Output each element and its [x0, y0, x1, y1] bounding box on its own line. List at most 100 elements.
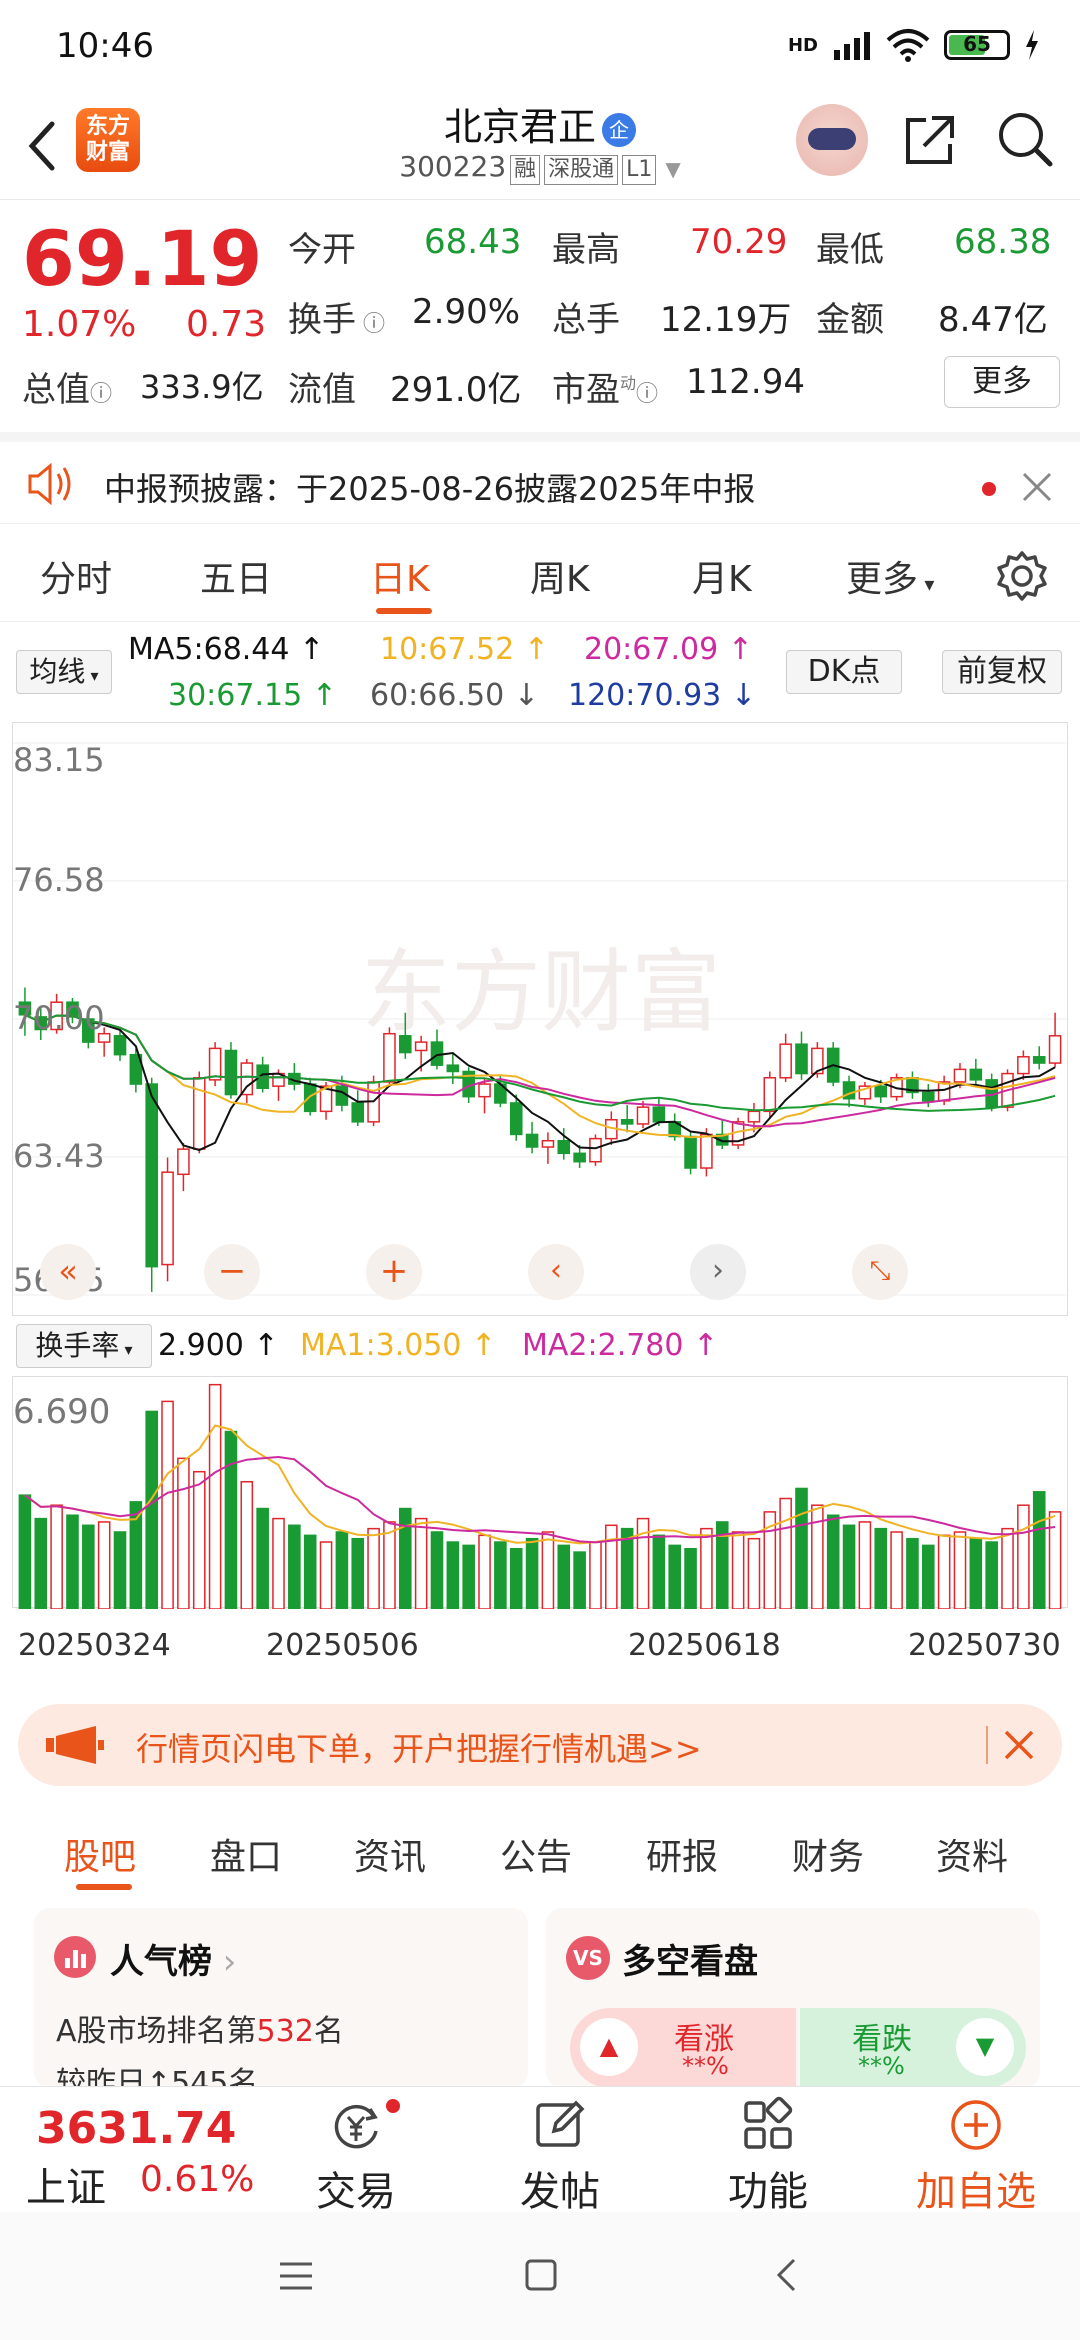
y-tick-label: 76.58	[13, 861, 105, 899]
tab-news[interactable]: 资讯	[354, 1837, 427, 1878]
enterprise-badge: 企	[602, 112, 636, 147]
turnover-bar	[668, 1544, 682, 1610]
turnover-bar	[82, 1524, 95, 1610]
turnover-bar	[97, 1521, 111, 1610]
candle-body	[874, 1085, 888, 1098]
turnover-bar	[858, 1521, 872, 1610]
turnover-bar	[177, 1457, 190, 1610]
turnover-bar	[779, 1497, 792, 1610]
search-icon[interactable]	[994, 108, 1056, 170]
tab-pankou[interactable]: 盘口	[210, 1837, 283, 1878]
jump-start-button[interactable]: «	[40, 1244, 96, 1300]
scroll-right-button[interactable]: ›	[690, 1244, 746, 1300]
bottom-toolbar: 3631.74 上证 0.61% 交易 发帖 功能 加自选	[0, 2086, 1080, 2215]
promo-banner[interactable]: 行情页闪电下单，开户把握行情机遇>>	[18, 1704, 1062, 1786]
tab-profile[interactable]: 资料	[936, 1837, 1009, 1878]
promo-close-icon[interactable]	[1002, 1728, 1036, 1762]
tag-level: L1	[622, 155, 657, 185]
tab-intraday[interactable]: 分时	[40, 559, 113, 600]
candle-body	[319, 1085, 333, 1113]
turnover-bar	[890, 1531, 903, 1610]
chart-watermark: 东方财富	[361, 940, 721, 1045]
turnover-bar	[1017, 1504, 1030, 1610]
share-icon[interactable]	[900, 110, 960, 170]
zoom-out-button[interactable]: −	[204, 1244, 260, 1300]
turnover-bar	[985, 1541, 998, 1610]
scroll-left-button[interactable]: ‹	[528, 1244, 584, 1300]
trade-button[interactable]: 交易	[286, 2095, 426, 2215]
chevron-down-icon[interactable]: ▼	[665, 157, 681, 181]
turnover-bar	[826, 1514, 840, 1610]
popularity-card[interactable]: 人气榜 › A股市场排名第532名 较昨日↑545名	[34, 1908, 528, 2088]
menu-icon[interactable]	[278, 2260, 314, 2292]
bull-bear-card[interactable]: VS 多空看盘 ▲ 看涨 **% 看跌 **% ▼	[546, 1908, 1040, 2088]
candle-body	[414, 1041, 428, 1052]
turnover-bar	[921, 1544, 935, 1610]
candle-body	[303, 1083, 317, 1113]
turnover-bar	[414, 1517, 428, 1610]
tab-research[interactable]: 研报	[646, 1837, 719, 1878]
candle-body	[1032, 1056, 1046, 1064]
add-watchlist-button[interactable]: 加自选	[906, 2095, 1046, 2215]
bear-button[interactable]: 看跌 **% ▼	[800, 2008, 1026, 2088]
home-icon[interactable]	[524, 2258, 558, 2292]
market-cap-label: 总值ⓘ	[22, 370, 113, 410]
index-name[interactable]: 上证	[26, 2165, 106, 2211]
dk-point-button[interactable]: DK点	[786, 650, 902, 694]
candle-body	[969, 1068, 983, 1081]
notice-text: 中报预披露：于2025-08-26披露2025年中报	[104, 470, 756, 508]
active-tab-indicator	[376, 608, 432, 614]
high-label: 最高	[552, 230, 620, 270]
turnover-bar	[906, 1537, 919, 1610]
turnover-value: 2.90%	[412, 292, 521, 332]
tab-daily-k[interactable]: 日K	[370, 559, 430, 600]
bull-button[interactable]: ▲ 看涨 **%	[570, 2008, 796, 2088]
tab-announcements[interactable]: 公告	[500, 1837, 573, 1878]
sub-indicator-selector[interactable]: 换手率 ▾	[16, 1324, 152, 1368]
more-quote-button[interactable]: 更多	[944, 356, 1060, 408]
candle-body	[224, 1049, 238, 1096]
notice-bar[interactable]: 中报预披露：于2025-08-26披露2025年中报	[0, 432, 1080, 524]
turnover-ma1-label: MA1:3.050 ↑	[300, 1328, 497, 1363]
bull-arrow-icon: ▲	[580, 2018, 638, 2076]
index-value[interactable]: 3631.74	[36, 2103, 237, 2154]
functions-button[interactable]: 功能	[698, 2095, 838, 2215]
tab-monthly-k[interactable]: 月K	[692, 559, 752, 600]
turnover-chart[interactable]: 6.690	[12, 1376, 1068, 1610]
nav-back-icon[interactable]	[774, 2256, 798, 2294]
tab-weekly-k[interactable]: 周K	[530, 559, 590, 600]
back-icon[interactable]	[22, 116, 62, 176]
x-tick-4: 20250730	[908, 1628, 1061, 1663]
turnover-ma10-line	[24, 1455, 1056, 1544]
candle-body	[113, 1035, 127, 1056]
candle-body	[541, 1139, 555, 1148]
quote-panel: 69.19 1.07% 0.73 今开 68.43 最高 70.29 最低 68…	[0, 200, 1080, 430]
tab-more[interactable]: 更多 ▾	[846, 559, 935, 600]
price-adjust-button[interactable]: 前复权	[942, 650, 1062, 694]
tab-five-day[interactable]: 五日	[200, 559, 273, 600]
bear-arrow-icon: ▼	[956, 2018, 1014, 2076]
assistant-avatar[interactable]	[796, 104, 868, 176]
rank-chart-icon	[54, 1936, 96, 1978]
amount-label: 金额	[816, 300, 884, 340]
stock-name: 北京君正	[443, 105, 596, 149]
network-label: HD	[787, 34, 818, 56]
popularity-rank-line: A股市场排名第532名	[56, 2014, 344, 2049]
zoom-in-button[interactable]: +	[366, 1244, 422, 1300]
ma-selector[interactable]: 均线 ▾	[16, 650, 112, 694]
turnover-bar	[462, 1544, 475, 1610]
close-icon[interactable]	[1020, 470, 1054, 504]
megaphone-icon	[46, 1726, 104, 1764]
candle-body	[858, 1085, 872, 1100]
candle-body	[589, 1137, 602, 1163]
post-button[interactable]: 发帖	[490, 2095, 630, 2215]
status-bar: 10:46 HD 65	[0, 0, 1080, 90]
tab-guba[interactable]: 股吧	[64, 1837, 137, 1878]
settings-gear-icon[interactable]	[996, 550, 1048, 602]
turnover-bar	[430, 1531, 444, 1610]
app-logo[interactable]: 东方财富	[76, 108, 140, 172]
stock-code: 300223	[399, 150, 507, 183]
tab-finance[interactable]: 财务	[792, 1837, 865, 1878]
fullscreen-button[interactable]: ⤡	[852, 1244, 908, 1300]
